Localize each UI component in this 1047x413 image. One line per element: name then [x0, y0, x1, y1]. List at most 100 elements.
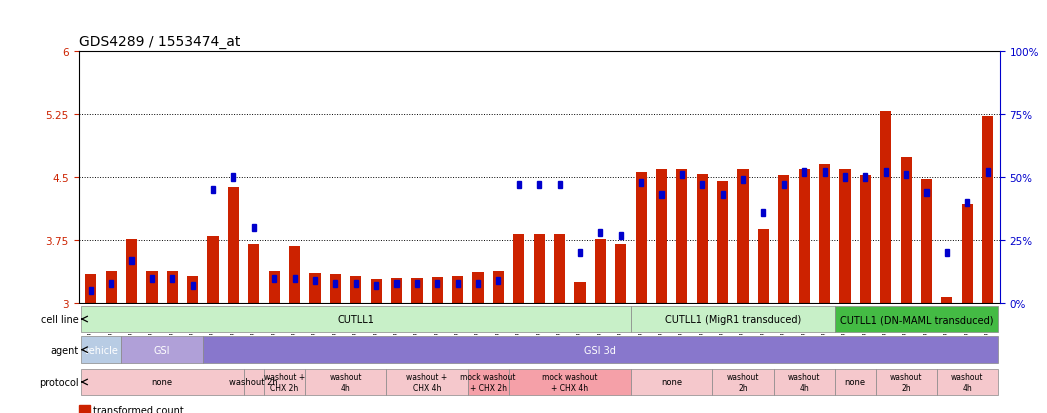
Bar [941, 297, 953, 304]
Bar [171, 275, 175, 282]
Text: mock washout
+ CHX 2h: mock washout + CHX 2h [461, 373, 516, 392]
Text: none: none [845, 377, 866, 387]
Text: washout
4h: washout 4h [951, 373, 983, 392]
Bar [350, 276, 361, 304]
Bar [391, 278, 402, 304]
Bar [411, 278, 423, 304]
Text: GSI: GSI [154, 345, 171, 355]
Bar [655, 170, 667, 304]
Bar [493, 272, 504, 304]
Bar [251, 224, 255, 232]
Text: GSI 3d: GSI 3d [584, 345, 617, 355]
Bar [472, 273, 484, 304]
Bar [696, 174, 708, 304]
Bar [231, 174, 236, 181]
Bar [191, 282, 195, 290]
Bar [834, 369, 875, 395]
Bar [598, 230, 602, 237]
Bar [737, 169, 749, 304]
Bar [595, 240, 606, 304]
Bar [802, 169, 806, 176]
Bar [554, 235, 565, 304]
Bar [81, 337, 121, 363]
Bar [166, 272, 178, 304]
Bar [575, 282, 585, 304]
Bar [961, 204, 973, 304]
Bar [431, 278, 443, 304]
Bar [985, 169, 989, 176]
Bar [313, 278, 317, 285]
Bar [106, 272, 117, 304]
Bar [904, 171, 908, 178]
Bar [371, 279, 382, 304]
Bar [720, 192, 725, 199]
Bar [292, 275, 296, 282]
Bar [126, 240, 137, 304]
Bar [81, 306, 631, 332]
Bar [631, 306, 834, 332]
Bar [147, 272, 157, 304]
Bar [537, 182, 541, 189]
Bar [513, 235, 525, 304]
Bar [680, 171, 684, 178]
Bar [925, 189, 929, 196]
Bar [619, 232, 623, 239]
Bar [944, 249, 949, 257]
Bar [700, 182, 705, 189]
Bar [330, 274, 341, 304]
Text: washout
2h: washout 2h [890, 373, 922, 392]
Text: washout 2h: washout 2h [229, 377, 279, 387]
Bar [305, 369, 386, 395]
Bar [211, 187, 215, 194]
Bar [823, 169, 827, 176]
Bar [660, 192, 664, 199]
Bar [79, 405, 90, 413]
Bar [799, 170, 809, 304]
Bar [395, 280, 399, 287]
Text: none: none [152, 377, 173, 387]
Bar [130, 257, 134, 264]
Text: GDS4289 / 1553474_at: GDS4289 / 1553474_at [79, 35, 240, 49]
Bar [864, 174, 867, 181]
Bar [741, 177, 745, 184]
Bar [534, 235, 544, 304]
Bar [965, 199, 970, 206]
Bar [712, 369, 774, 395]
Bar [900, 157, 912, 304]
Bar [85, 274, 96, 304]
Bar [639, 179, 643, 186]
Bar [272, 275, 276, 282]
Bar [374, 282, 378, 290]
Bar [676, 169, 688, 304]
Bar [81, 369, 244, 395]
Text: CUTLL1 (DN-MAML transduced): CUTLL1 (DN-MAML transduced) [840, 314, 993, 324]
Bar [203, 337, 998, 363]
Bar [248, 245, 260, 304]
Bar [636, 173, 647, 304]
Text: washout
4h: washout 4h [788, 373, 821, 392]
Text: CUTLL1 (MigR1 transduced): CUTLL1 (MigR1 transduced) [665, 314, 801, 324]
Bar [921, 179, 932, 304]
Bar [289, 247, 300, 304]
Text: washout +
CHX 2h: washout + CHX 2h [264, 373, 305, 392]
Bar [228, 188, 239, 304]
Bar [937, 369, 998, 395]
Bar [774, 369, 834, 395]
Text: vehicle: vehicle [84, 345, 118, 355]
Bar [89, 287, 93, 294]
Text: none: none [661, 377, 683, 387]
Text: protocol: protocol [40, 377, 79, 387]
Bar [354, 280, 358, 287]
Text: washout +
CHX 4h: washout + CHX 4h [406, 373, 448, 392]
Bar [455, 280, 460, 287]
Bar [415, 280, 419, 287]
Bar [333, 280, 337, 287]
Bar [244, 369, 264, 395]
Bar [875, 369, 937, 395]
Bar [264, 369, 305, 395]
Bar [616, 245, 626, 304]
Bar [109, 280, 113, 287]
Bar [881, 112, 891, 304]
Bar [758, 230, 770, 304]
Bar [436, 280, 440, 287]
